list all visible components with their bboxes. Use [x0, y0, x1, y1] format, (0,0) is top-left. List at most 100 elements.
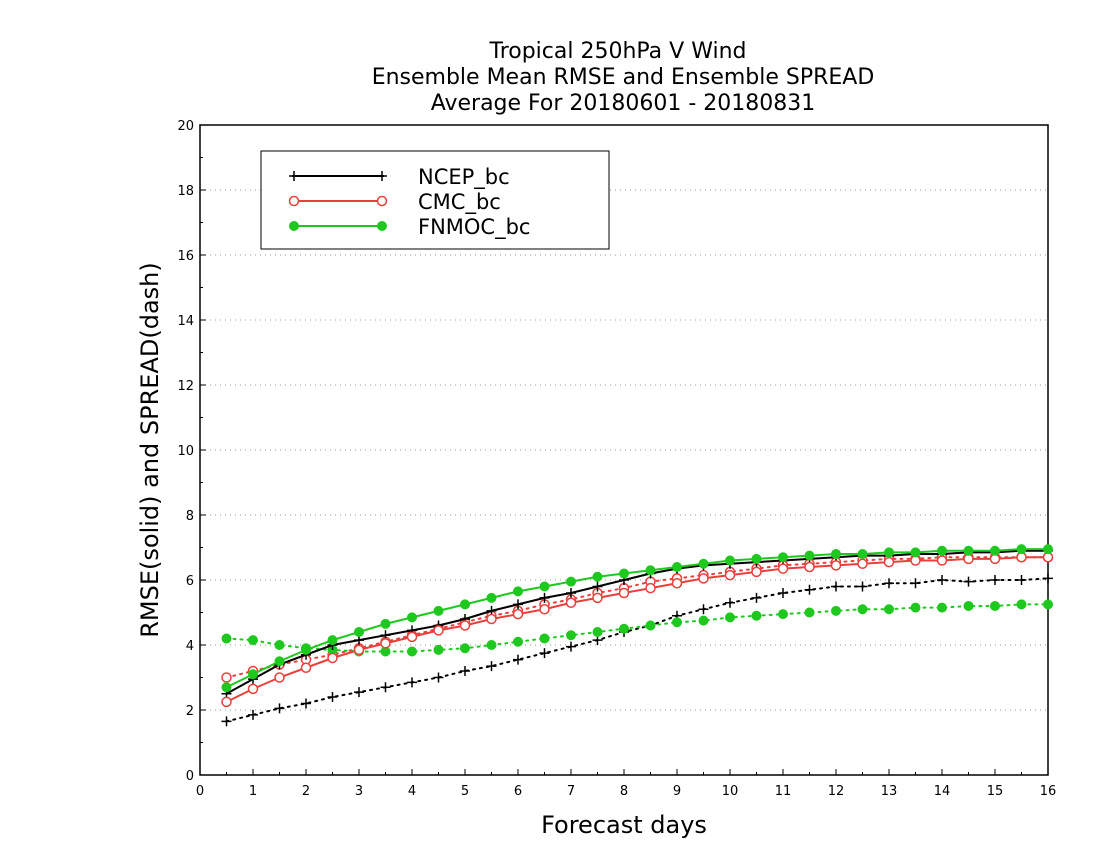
legend-label: CMC_bc — [418, 190, 501, 215]
series-fnmoc-bc-spread-point — [539, 633, 550, 644]
series-fnmoc-bc-spread-point — [672, 617, 682, 628]
legend-label: FNMOC_bc — [418, 215, 530, 240]
legend-item-cmc-bc: CMC_bc — [288, 190, 501, 215]
series-ncep-bc-spread-point — [725, 597, 735, 608]
series-ncep-bc-spread-point — [486, 661, 497, 672]
series-cmc-bc-spread-point — [221, 672, 232, 683]
series-fnmoc-bc-rmse-point — [831, 549, 841, 559]
x-tick-label: 16 — [1040, 784, 1057, 799]
legend-marker — [377, 221, 387, 231]
series-fnmoc-bc-spread-point — [460, 643, 470, 654]
x-tick-label: 8 — [620, 784, 628, 799]
series-cmc-bc-rmse-point — [486, 613, 497, 625]
series-cmc-bc-rmse-point — [724, 569, 736, 581]
title-line-2: Ensemble Mean RMSE and Ensemble SPREAD — [372, 65, 875, 90]
series-fnmoc-bc-rmse-point — [937, 545, 947, 556]
legend-marker — [377, 171, 387, 181]
series-fnmoc-bc-rmse-point — [539, 581, 550, 592]
series-ncep-bc-spread-point — [566, 641, 576, 652]
x-tick-label: 6 — [514, 784, 522, 799]
series-cmc-bc-rmse-point — [751, 566, 762, 578]
series-cmc-bc-rmse-point — [804, 561, 815, 573]
series-cmc-bc-rmse-point — [512, 608, 524, 620]
series-fnmoc-bc-spread-point — [990, 601, 1000, 611]
series-fnmoc-bc-rmse-point — [248, 669, 258, 680]
x-tick-label: 3 — [355, 784, 363, 799]
legend-marker — [376, 195, 388, 207]
series-fnmoc-bc-rmse-point — [274, 656, 285, 667]
series-fnmoc-bc-rmse-point — [857, 549, 868, 559]
series-cmc-bc-rmse-point — [618, 587, 630, 599]
series-fnmoc-bc-rmse-point — [380, 618, 391, 629]
series-cmc-bc-rmse-point — [565, 597, 577, 608]
series-cmc-bc-rmse-point — [777, 563, 789, 574]
series-ncep-bc-rmse-point — [592, 581, 603, 592]
series-fnmoc-bc-rmse-point — [804, 550, 815, 561]
legend-marker — [289, 221, 299, 231]
series-fnmoc-bc-rmse-point — [566, 576, 576, 587]
series-fnmoc-bc-spread-point — [592, 627, 603, 637]
series-cmc-bc-rmse-point — [300, 662, 312, 673]
series-fnmoc-bc-rmse-point — [645, 565, 656, 576]
x-tick-label: 10 — [722, 784, 739, 799]
series-fnmoc-bc-spread-point — [884, 604, 894, 615]
series-fnmoc-bc-spread-point — [566, 630, 576, 641]
series-cmc-bc-rmse-point — [592, 592, 603, 604]
x-tick-label: 13 — [881, 784, 898, 799]
series-fnmoc-bc-rmse-point — [327, 635, 338, 646]
legend-label: NCEP_bc — [418, 165, 510, 190]
series-ncep-bc-rmse-point — [513, 599, 523, 610]
series-cmc-bc-rmse-point — [539, 604, 550, 615]
series-ncep-bc-spread-point — [248, 709, 258, 720]
x-tick-label: 11 — [775, 784, 792, 799]
x-tick-label: 14 — [934, 784, 951, 799]
series-ncep-bc-spread-point — [963, 576, 974, 587]
series-ncep-bc-spread-point — [990, 575, 1000, 585]
series-ncep-bc-spread-point — [910, 578, 921, 589]
chart-title: Tropical 250hPa V Wind Ensemble Mean RMS… — [372, 39, 875, 116]
series-fnmoc-bc-spread-point — [1043, 599, 1053, 610]
series-ncep-bc-spread-point — [301, 698, 311, 709]
y-tick-label: 18 — [177, 184, 194, 199]
series-ncep-bc-spread-point — [460, 666, 470, 676]
series-cmc-bc-rmse-point — [671, 578, 683, 589]
series-fnmoc-bc-rmse-point — [592, 571, 603, 582]
series-fnmoc-bc-rmse-point — [221, 682, 232, 693]
y-tick-label: 20 — [177, 119, 194, 134]
series-cmc-bc-rmse-point — [327, 652, 338, 664]
series-ncep-bc-spread-point — [698, 604, 709, 615]
y-tick-label: 8 — [186, 509, 194, 524]
series-cmc-bc-rmse-point — [221, 696, 232, 708]
series-fnmoc-bc-spread-point — [778, 609, 788, 620]
series-fnmoc-bc-spread-point — [1016, 599, 1027, 610]
series-fnmoc-bc-rmse-point — [301, 644, 311, 655]
series-fnmoc-bc-spread-point — [274, 640, 285, 650]
y-axis: 0 2 4 6 8 10 12 14 16 18 20 — [177, 119, 206, 784]
x-tick-label: 15 — [987, 784, 1004, 799]
series-fnmoc-bc-rmse-point — [910, 547, 921, 558]
series-fnmoc-bc-spread-line — [225, 603, 1049, 653]
y-tick-label: 12 — [177, 379, 194, 394]
x-tick-label: 2 — [302, 784, 310, 799]
x-tick-label: 7 — [567, 784, 575, 799]
series-fnmoc-bc-rmse-point — [751, 553, 762, 564]
legend-marker — [288, 195, 300, 207]
series-ncep-bc-rmse-point — [539, 592, 550, 603]
series-cmc-bc-rmse-point — [459, 620, 471, 631]
x-tick-label: 1 — [249, 784, 257, 799]
series-ncep-bc-spread-point — [1016, 575, 1027, 585]
series-fnmoc-bc-spread-point — [486, 640, 497, 650]
series-cmc-bc-rmse-point — [433, 625, 444, 636]
series-fnmoc-bc-rmse-point — [672, 562, 682, 572]
x-tick-label: 0 — [196, 784, 204, 799]
series-ncep-bc-spread-point — [804, 584, 815, 595]
series-cmc-bc-rmse-point — [247, 683, 259, 695]
legend-item-fnmoc-bc: FNMOC_bc — [289, 215, 530, 240]
series-fnmoc-bc-rmse-point — [486, 592, 497, 603]
series-fnmoc-bc-rmse-point — [433, 605, 444, 616]
series-fnmoc-bc-spread-point — [513, 636, 523, 647]
series-cmc-bc-rmse-point — [883, 556, 895, 568]
y-tick-label: 2 — [186, 704, 194, 719]
series-fnmoc-bc-rmse-point — [725, 555, 735, 566]
